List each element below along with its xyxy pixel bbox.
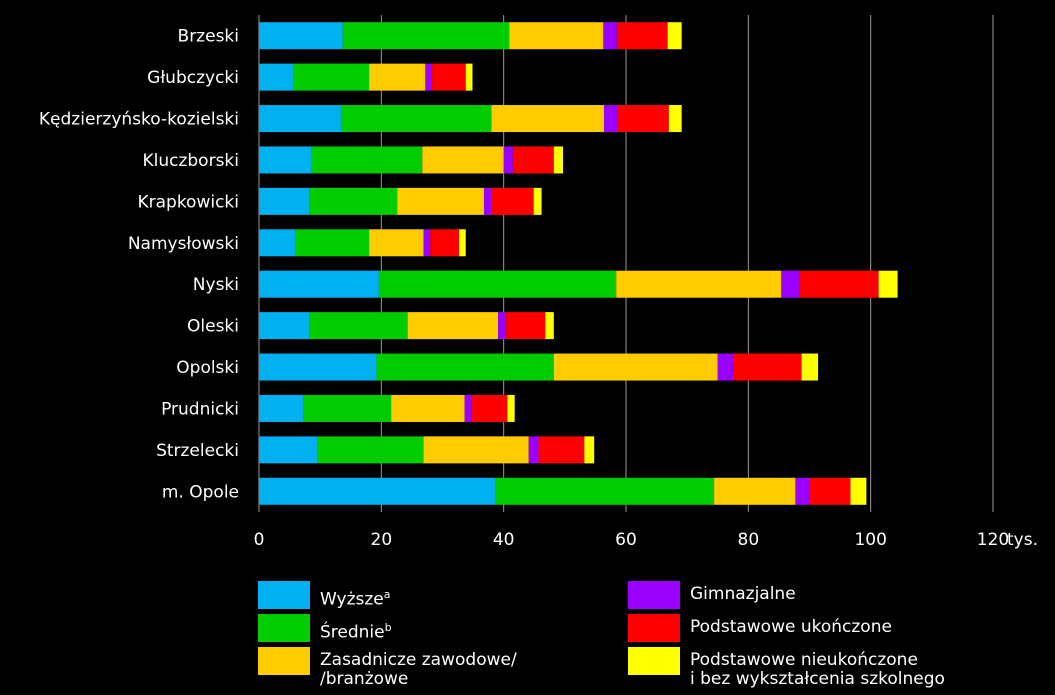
gridlines [258,15,994,512]
bar-segment [259,105,341,133]
bar-segment [259,436,318,464]
bar-segment [484,187,493,215]
bar-segment [309,312,408,340]
bar-segment [259,22,343,50]
bar-segment [553,146,563,174]
bar-segment [528,436,539,464]
category-label: Nyski [193,275,239,295]
bar-segment [422,146,504,174]
category-label: Namysłowski [128,234,239,254]
bar-segment [801,353,819,381]
bar-segment [545,312,554,340]
bar-segment [809,477,851,505]
x-tick-label: 20 [371,530,393,550]
bar-segment [259,270,379,298]
bar-segment [714,477,796,505]
x-axis-unit-label: tys. [1007,530,1038,550]
x-tick-label: 40 [493,530,515,550]
bar-segment [259,353,377,381]
x-tick-label: 60 [615,530,637,550]
bar-segment [295,229,370,257]
bar-segment [259,146,312,174]
bar-segment [668,105,682,133]
category-label: Opolski [176,358,239,378]
bar-segment [616,270,782,298]
bar-segment [259,477,496,505]
bar-segment [303,394,392,422]
bar-segment [495,477,715,505]
bar-segment [259,394,304,422]
bar-segment [259,312,310,340]
bar-segment [423,436,529,464]
category-labels: Brzeski Głubczycki Kędzierzyńsko-kozielski… [39,27,239,503]
bar-segment [733,353,802,381]
bar-segment [259,229,296,257]
bars [259,22,898,505]
bar-segment [464,394,472,422]
bar-segment [533,187,542,215]
category-label: Strzelecki [156,441,239,461]
bar-segment [423,229,431,257]
category-label: Głubczycki [147,68,239,88]
bar-segment [584,436,595,464]
bar-segment [407,312,499,340]
bar-segment [509,22,604,50]
bar-segment [616,22,668,50]
bar-segment [465,63,473,91]
x-tick-label: 100 [854,530,886,550]
bar-segment [538,436,585,464]
bar-segment [259,63,294,91]
bar-segment [617,105,669,133]
bar-segment [340,105,492,133]
bar-segment [717,353,734,381]
category-label: Krapkowicki [137,192,239,212]
bar-segment [259,187,310,215]
bar-segment [425,63,433,91]
bar-segment [603,22,617,50]
bar-segment [667,22,682,50]
bar-segment [878,270,898,298]
bar-segment [506,312,546,340]
bar-segment [430,229,460,257]
category-label: Kluczborski [142,151,239,171]
bar-segment [498,312,507,340]
category-label: Kędzierzyńsko-kozielski [39,110,239,130]
bar-segment [432,63,466,91]
x-tick-label: 80 [738,530,760,550]
bar-segment [850,477,867,505]
bar-segment [378,270,617,298]
bar-segment [293,63,370,91]
bar-segment [795,477,810,505]
bar-segment [512,146,554,174]
bar-segment [781,270,800,298]
bar-segment [391,394,465,422]
bar-segment [503,146,513,174]
bar-segment [459,229,466,257]
x-tick-labels: 0 20 40 60 80 100 120 [254,530,1010,550]
x-tick-label: 120 [977,530,1009,550]
bar-segment [342,22,510,50]
category-label: m. Opole [162,482,239,502]
bar-segment [309,187,398,215]
x-tick-label: 0 [254,530,265,550]
bar-segment [376,353,554,381]
bar-segment [317,436,424,464]
bar-segment [491,105,604,133]
category-label: Prudnicki [161,399,239,419]
bar-segment [492,187,534,215]
bar-segment [507,394,515,422]
bar-segment [369,63,426,91]
category-label: Brzeski [178,27,239,47]
bar-segment [397,187,485,215]
bar-segment [799,270,879,298]
category-label: Oleski [187,317,239,337]
bar-segment [553,353,718,381]
bar-segment [369,229,424,257]
bar-segment [471,394,508,422]
bar-segment [311,146,423,174]
bar-segment [603,105,618,133]
